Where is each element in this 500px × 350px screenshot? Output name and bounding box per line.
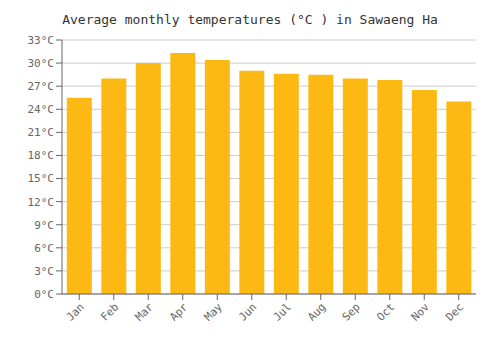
svg-text:Mar: Mar [133,300,157,324]
svg-text:21°C: 21°C [28,126,55,139]
svg-text:33°C: 33°C [28,34,55,47]
svg-text:Nov: Nov [409,300,433,324]
svg-text:Jul: Jul [271,300,294,323]
svg-text:Dec: Dec [443,300,466,323]
svg-text:Oct: Oct [374,300,397,323]
svg-text:Feb: Feb [98,300,121,323]
svg-text:9°C: 9°C [34,219,54,232]
html-text:Average monthly temperatures (: Average monthly temperatures (°C ) in Sa… [62,12,438,27]
svg-text:Aug: Aug [305,300,328,323]
svg-text:0°C: 0°C [34,288,54,301]
svg-text:24°C: 24°C [28,103,55,116]
svg-text:12°C: 12°C [28,196,55,209]
svg-text:3°C: 3°C [34,265,54,278]
svg-text:27°C: 27°C [28,80,55,93]
svg-text:30°C: 30°C [28,57,55,70]
svg-text:15°C: 15°C [28,172,55,185]
svg-text:Apr: Apr [167,300,191,324]
svg-text:18°C: 18°C [28,149,55,162]
svg-text:6°C: 6°C [34,242,54,255]
svg-text:Sep: Sep [340,300,363,323]
svg-text:May: May [202,300,226,324]
svg-text:Jan: Jan [64,300,87,323]
svg-text:Jun: Jun [236,300,259,323]
